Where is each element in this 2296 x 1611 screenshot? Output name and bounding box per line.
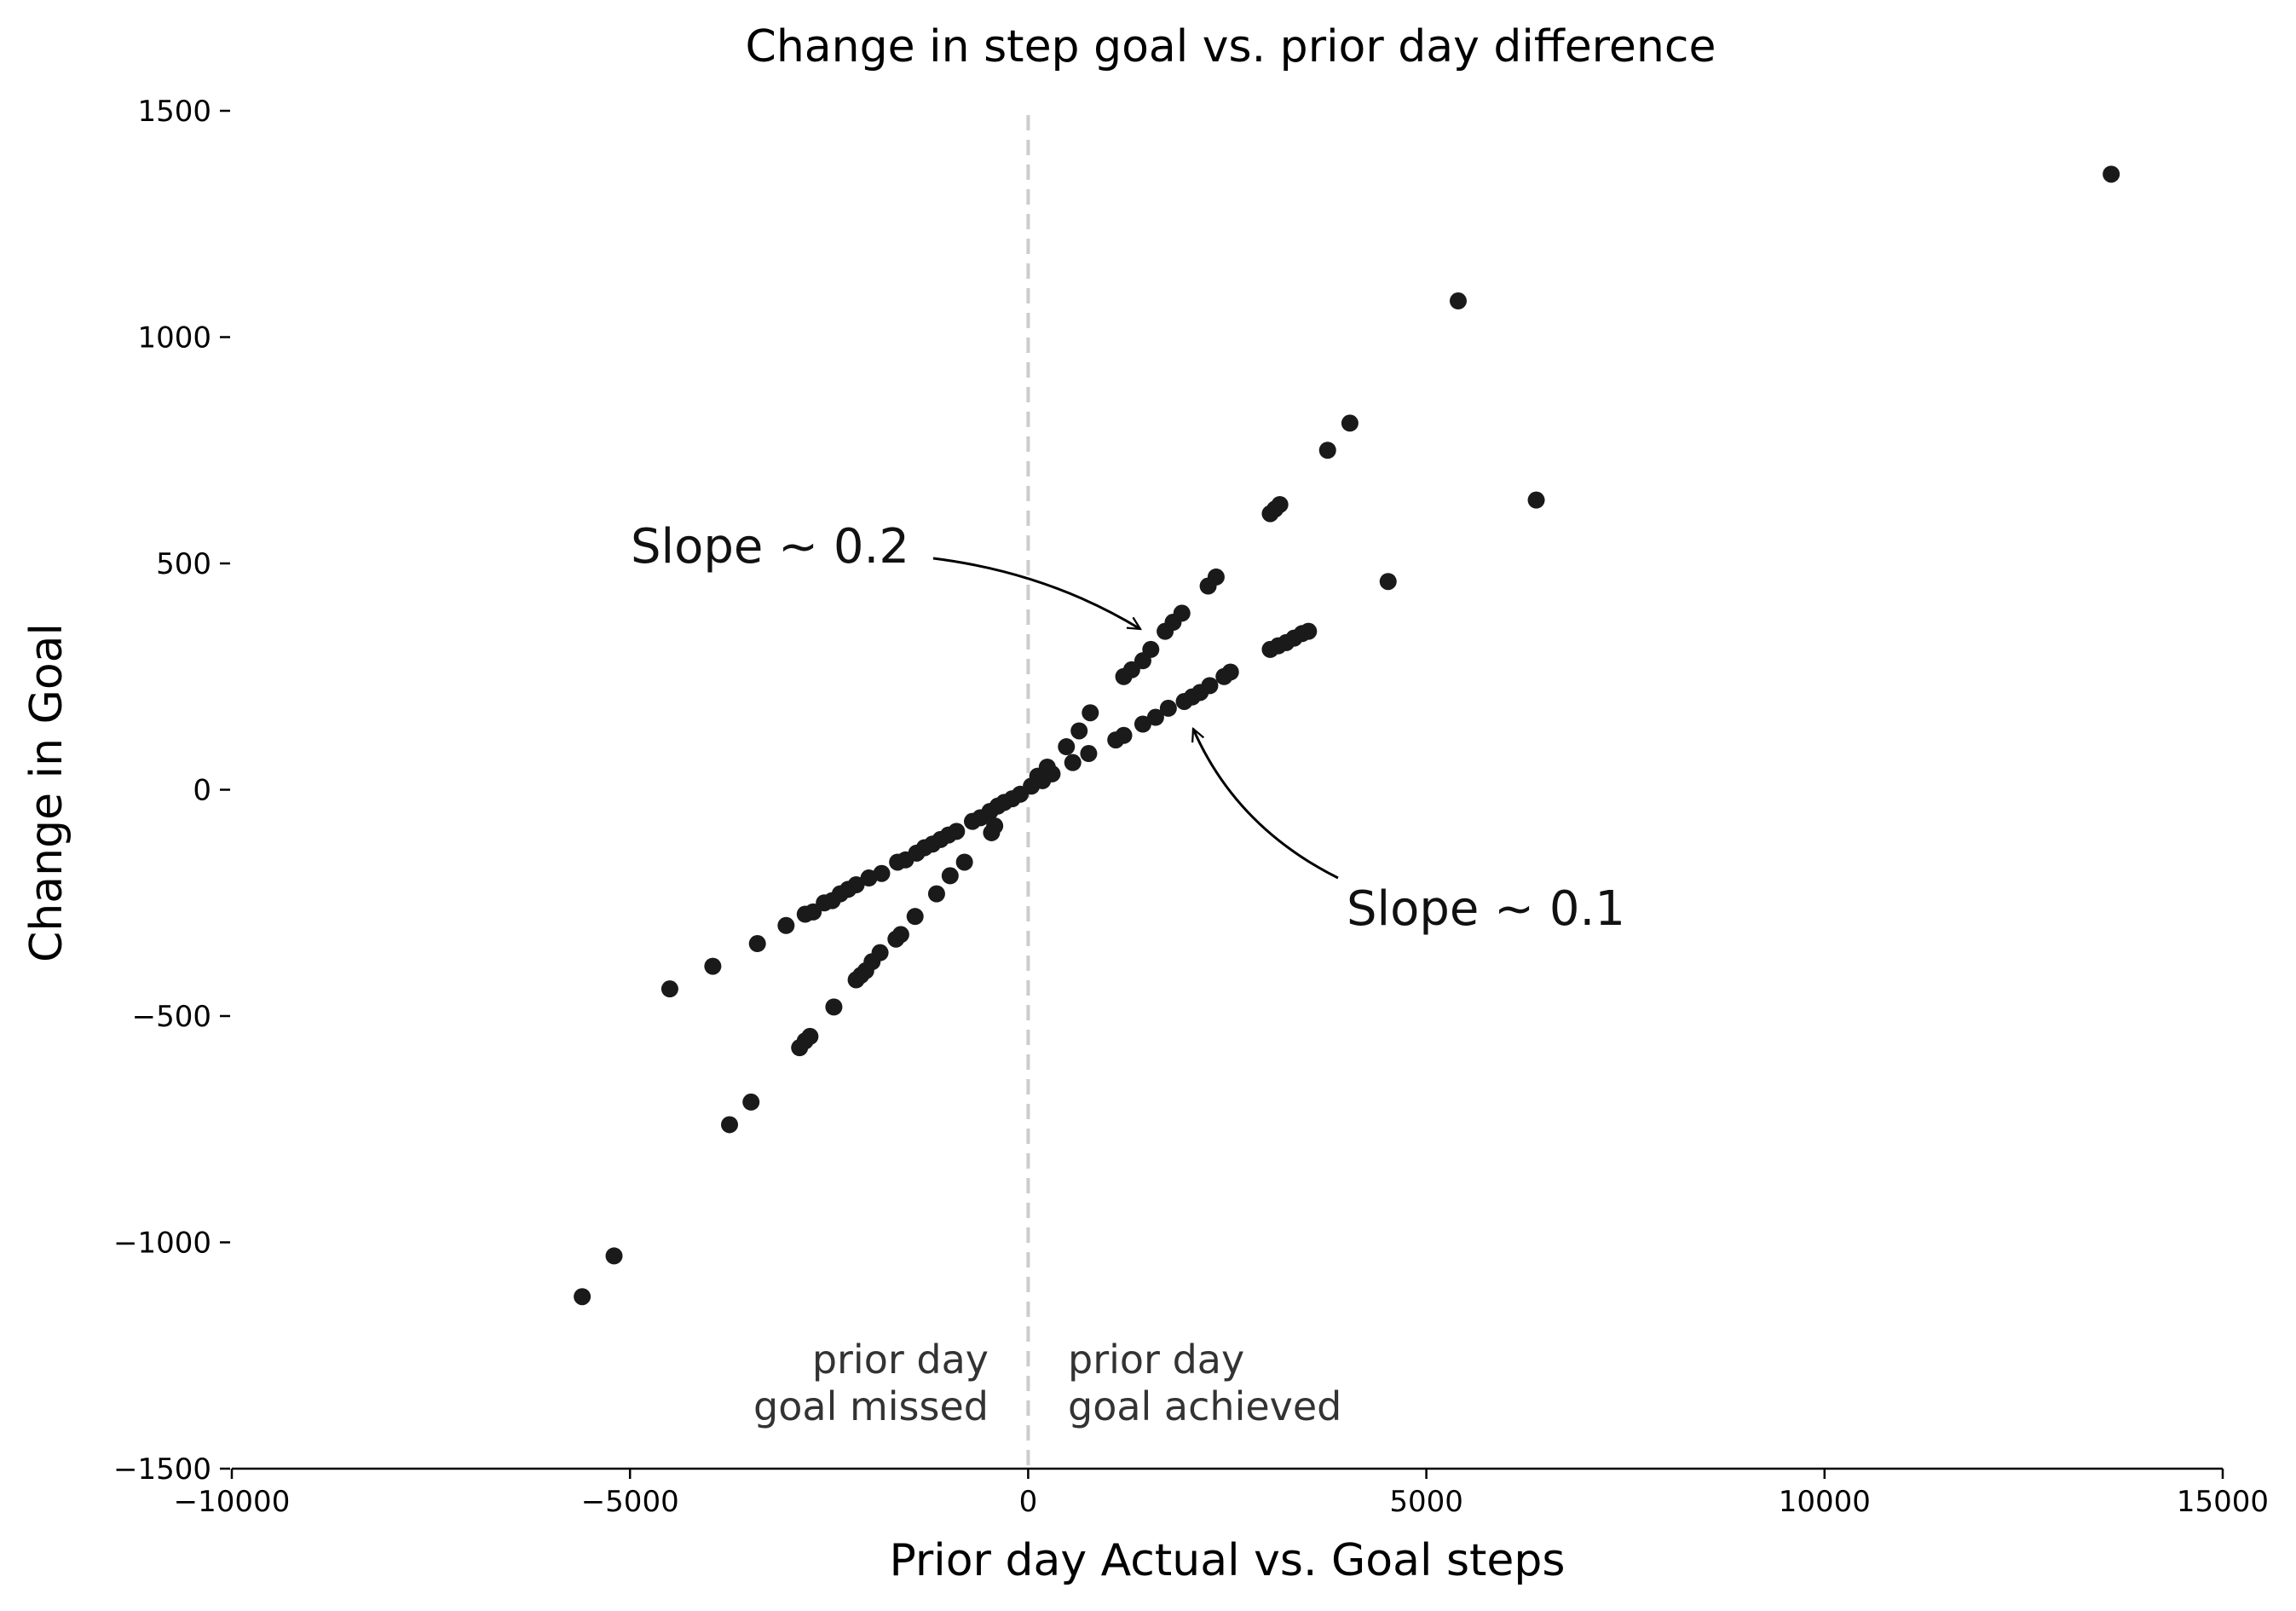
x-axis-title: Prior day Actual vs. Goal steps (889, 1535, 1565, 1586)
data-point (948, 823, 966, 840)
scatter-points (574, 165, 2120, 1306)
data-point (1379, 573, 1397, 591)
data-point (986, 817, 1004, 834)
data-point (1134, 715, 1151, 733)
data-point (891, 926, 909, 944)
data-point (1080, 745, 1098, 763)
y-tick-label: −1000 (113, 1227, 211, 1261)
data-point (941, 867, 959, 885)
x-tick-label: 0 (1019, 1485, 1038, 1519)
data-point (1058, 738, 1076, 756)
slope-02-label: Slope ~ 0.2 (631, 519, 909, 575)
data-point (871, 944, 889, 961)
data-point (748, 935, 766, 953)
data-point (955, 853, 973, 871)
y-tick-label: 1000 (137, 321, 211, 355)
region-label-missed-line1: prior day (812, 1337, 989, 1383)
x-tick-label: −5000 (581, 1485, 679, 1519)
y-tick-label: −1500 (113, 1452, 211, 1487)
data-point (1159, 699, 1177, 717)
data-point (1341, 414, 1359, 432)
data-point (1449, 292, 1467, 310)
data-point (1064, 754, 1082, 771)
data-point (661, 980, 678, 998)
y-tick-label: 500 (156, 547, 211, 581)
data-point (1318, 442, 1336, 459)
x-tick-label: 5000 (1389, 1485, 1463, 1519)
data-point (1221, 663, 1239, 681)
y-tick-label: 1500 (137, 95, 211, 129)
data-point (777, 916, 795, 934)
region-label-missed-line2: goal missed (753, 1383, 989, 1429)
x-tick-label: −10000 (174, 1485, 291, 1519)
data-point (801, 1027, 819, 1045)
data-point (825, 998, 843, 1016)
region-label-achieved-line2: goal achieved (1068, 1383, 1341, 1429)
data-point (704, 957, 722, 975)
y-tick-label: 0 (193, 774, 211, 808)
data-point (1527, 491, 1545, 509)
x-tick-label: 10000 (1779, 1485, 1871, 1519)
data-point (847, 876, 865, 894)
y-tick-label: −500 (132, 1000, 211, 1034)
data-point (1070, 722, 1088, 740)
slope-01-label: Slope ~ 0.1 (1347, 881, 1625, 937)
data-point (721, 1116, 738, 1134)
data-point (742, 1093, 760, 1111)
data-point (906, 908, 924, 926)
region-label-achieved-line1: prior day (1068, 1337, 1244, 1383)
data-point (1142, 640, 1160, 658)
data-point (1146, 708, 1164, 726)
data-point (1043, 765, 1061, 782)
data-point (605, 1247, 623, 1265)
data-point (574, 1288, 591, 1306)
data-point (1300, 622, 1318, 640)
data-point (1115, 726, 1133, 744)
data-point (1271, 495, 1289, 513)
chart-title: Change in step goal vs. prior day differ… (746, 21, 1716, 72)
data-point (1082, 704, 1099, 722)
y-axis: −1500 −1000 −500 0 500 1000 1500 (113, 95, 230, 1487)
data-point (1173, 604, 1191, 622)
x-axis: −10000 −5000 0 5000 10000 15000 (174, 1469, 2269, 1519)
data-point (873, 864, 891, 882)
y-axis-title: Change in Goal (21, 623, 72, 962)
x-tick-label: 15000 (2177, 1485, 2269, 1519)
slope-01-arrow (1193, 729, 1339, 880)
data-point (1201, 677, 1219, 695)
data-point (927, 885, 945, 903)
data-point (1207, 568, 1225, 586)
data-point (2103, 165, 2120, 183)
slope-02-arrow (932, 557, 1140, 629)
